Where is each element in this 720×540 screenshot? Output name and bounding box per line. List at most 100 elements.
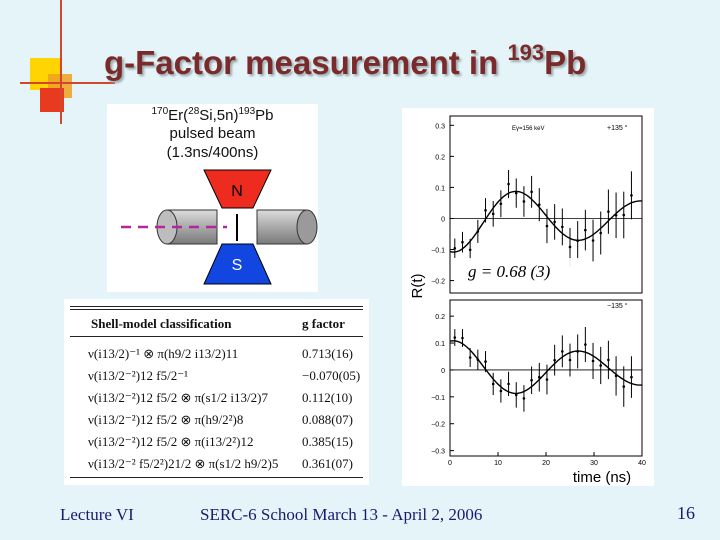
y-tick-label-top: −0.1 bbox=[431, 248, 445, 255]
north-label: N bbox=[231, 183, 243, 200]
magnet-pole-north bbox=[203, 169, 272, 209]
table-row: ν(i13/2⁻²)12 f5/2⁻¹ −0.070(05) bbox=[64, 366, 369, 386]
table-row: ν(i13/2⁻²)12 f5/2 ⊗ π(s1/2 i13/2)7 0.112(… bbox=[64, 388, 369, 408]
y-tick-label-top: −0.2 bbox=[431, 279, 445, 286]
x-tick-label: 0 bbox=[448, 460, 452, 467]
row-configuration: ν(i13/2)⁻¹ ⊗ π(h9/2 i13/2)11 bbox=[88, 346, 239, 361]
fit-curve-bottom bbox=[449, 340, 642, 395]
y-tick-label-bottom: 0.1 bbox=[435, 341, 445, 348]
data-point-bottom bbox=[507, 382, 510, 386]
x-tick-label: 30 bbox=[590, 460, 598, 467]
data-point-top bbox=[499, 202, 503, 206]
data-point-top bbox=[622, 213, 626, 217]
plot-frame-top bbox=[449, 115, 643, 294]
data-point-top bbox=[607, 210, 610, 213]
slide-title: g-Factor measurement in 193Pb bbox=[104, 40, 587, 81]
table-header-classification: Shell-model classification bbox=[91, 316, 232, 331]
data-point-top bbox=[522, 200, 526, 203]
data-point-bottom bbox=[468, 356, 472, 359]
y-tick-label-bottom: −0.3 bbox=[431, 449, 445, 456]
x-axis-label: time (ns) bbox=[573, 469, 631, 486]
data-point-top bbox=[484, 209, 487, 212]
data-point-bottom bbox=[453, 336, 457, 339]
footer-school: SERC-6 School March 13 - April 2, 2006 bbox=[200, 505, 483, 524]
g-factor-result: g = 0.68 (3) bbox=[468, 262, 551, 281]
data-point-bottom bbox=[530, 378, 533, 382]
data-point-top bbox=[614, 213, 618, 217]
setup-diagram: 170Er(28Si,5n)193Pb pulsed beam (1.3ns/4… bbox=[107, 104, 318, 292]
row-configuration: ν(i13/2⁻² f5/2²)21/2 ⊗ π(s1/2 h9/2)5 bbox=[88, 456, 279, 471]
data-point-top bbox=[545, 224, 549, 228]
data-point-bottom bbox=[514, 393, 518, 397]
decor-horizontal-line bbox=[20, 82, 115, 84]
data-point-bottom bbox=[568, 358, 572, 362]
data-point-bottom bbox=[630, 375, 633, 379]
data-point-top bbox=[553, 220, 556, 224]
data-point-bottom bbox=[537, 375, 541, 379]
y-tick-label-bottom: 0.2 bbox=[435, 314, 445, 321]
data-point-top bbox=[630, 194, 633, 197]
energy-label: Eγ=156 keV bbox=[512, 126, 545, 132]
result-background bbox=[462, 258, 580, 282]
table-header-g-factor: g factor bbox=[302, 316, 345, 331]
y-tick-label-top: 0 bbox=[441, 216, 445, 223]
row-g-factor: 0.361(07) bbox=[302, 456, 353, 471]
row-configuration: ν(i13/2⁻²)12 f5/2 ⊗ π(h9/2²)8 bbox=[88, 412, 244, 427]
data-point-bottom bbox=[599, 364, 603, 367]
data-point-top bbox=[468, 248, 472, 252]
data-point-top bbox=[476, 230, 480, 233]
data-point-top bbox=[576, 239, 579, 243]
data-point-bottom bbox=[461, 336, 464, 340]
magnet-drawing: N S bbox=[121, 169, 318, 285]
data-point-bottom bbox=[553, 358, 556, 362]
y-tick-label-bottom: −0.2 bbox=[431, 422, 445, 429]
y-axis-label: R(t) bbox=[409, 274, 426, 299]
table-row: ν(i13/2⁻² f5/2²)21/2 ⊗ π(s1/2 h9/2)5 0.36… bbox=[64, 454, 369, 474]
footer-page-number: 16 bbox=[677, 503, 695, 523]
data-point-bottom bbox=[522, 397, 526, 400]
magnet-pole-south bbox=[203, 243, 272, 285]
y-tick-label-top: 0.2 bbox=[435, 154, 445, 161]
x-tick-label: 40 bbox=[638, 460, 646, 467]
data-point-bottom bbox=[491, 382, 495, 386]
data-point-bottom bbox=[476, 358, 480, 361]
beam-timing-label: (1.3ns/400ns) bbox=[166, 144, 259, 161]
data-point-top bbox=[514, 191, 518, 195]
data-point-top bbox=[507, 182, 510, 186]
data-point-bottom bbox=[622, 385, 626, 388]
shell-model-table: Shell-model classification g factor ν(i1… bbox=[64, 299, 369, 485]
data-point-top bbox=[537, 203, 541, 206]
y-tick-label-top: 0.3 bbox=[435, 123, 445, 130]
x-tick-label: 10 bbox=[494, 460, 502, 467]
table-row: ν(i13/2⁻²)12 f5/2 ⊗ π(h9/2²)8 0.088(07) bbox=[64, 410, 369, 430]
angle-label-top: +135 ° bbox=[607, 124, 628, 132]
row-configuration: ν(i13/2⁻²)12 f5/2 ⊗ π(i13/2²)12 bbox=[88, 434, 254, 449]
table-row: ν(i13/2)⁻¹ ⊗ π(h9/2 i13/2)11 0.713(16) bbox=[64, 344, 369, 364]
data-point-bottom bbox=[591, 359, 595, 363]
data-point-top bbox=[591, 239, 595, 242]
angle-label-bottom: −135 ° bbox=[607, 302, 628, 310]
cylinder-right-end bbox=[296, 209, 318, 245]
fit-curve-top bbox=[449, 190, 642, 253]
data-point-bottom bbox=[614, 374, 618, 378]
south-label: S bbox=[232, 257, 243, 274]
rt-plot: 0.3 0.2 0.1 0 −0.1 −0.2 0.2 0.1 0 −0.1 −0.2 −0.3 0 10… bbox=[402, 108, 654, 486]
data-point-top bbox=[561, 225, 564, 229]
row-configuration: ν(i13/2⁻²)12 f5/2 ⊗ π(s1/2 i13/2)7 bbox=[88, 390, 268, 405]
beam-label: pulsed beam bbox=[169, 125, 256, 142]
y-tick-label-bottom: −0.1 bbox=[431, 395, 445, 402]
plot-frame-bottom bbox=[449, 299, 643, 457]
rt-plot-svg: 0.30.20.10−0.1−0.20.20.10−0.1−0.2−0.30 10… bbox=[409, 115, 646, 486]
y-tick-label-top: 0.1 bbox=[435, 185, 445, 192]
row-g-factor: 0.713(16) bbox=[302, 346, 353, 361]
y-tick-label-bottom: 0 bbox=[441, 368, 445, 375]
data-point-top bbox=[461, 240, 464, 244]
row-g-factor: 0.385(15) bbox=[302, 434, 353, 449]
data-point-bottom bbox=[584, 343, 587, 346]
data-point-top bbox=[491, 212, 495, 216]
data-point-top bbox=[599, 231, 603, 235]
data-point-top bbox=[530, 190, 533, 194]
row-g-factor: −0.070(05) bbox=[302, 368, 361, 383]
footer-lecture: Lecture VI bbox=[60, 505, 134, 524]
data-point-bottom bbox=[499, 389, 503, 393]
